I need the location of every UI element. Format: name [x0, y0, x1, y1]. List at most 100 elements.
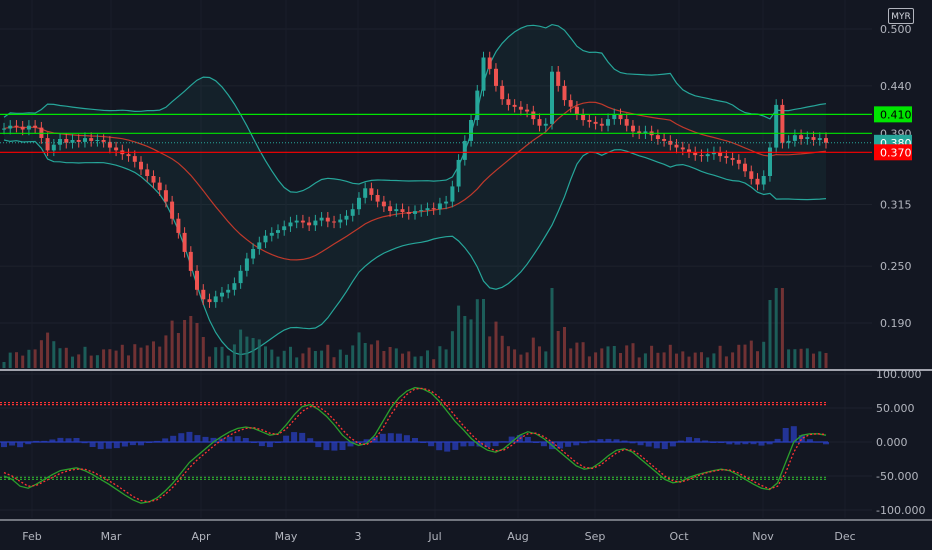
- volume-bar: [201, 337, 205, 368]
- histogram-bar: [629, 442, 636, 444]
- volume-bar: [245, 336, 249, 368]
- histogram-bar: [202, 436, 209, 442]
- histogram-bar: [718, 442, 725, 443]
- volume-bar: [550, 288, 554, 368]
- volume-bar: [58, 348, 62, 368]
- histogram-bar: [565, 442, 572, 447]
- volume-bar: [102, 349, 106, 368]
- volume-bar: [587, 356, 591, 368]
- histogram-bar: [113, 442, 120, 449]
- histogram-bar: [726, 442, 733, 445]
- candle-body: [805, 137, 810, 139]
- candle-body: [699, 155, 704, 157]
- histogram-bar: [234, 436, 241, 442]
- candle-body: [450, 186, 455, 202]
- oscillator-tick-label: -50.000: [876, 470, 918, 483]
- volume-bar: [619, 353, 622, 368]
- candle-body: [768, 147, 772, 176]
- histogram-bar: [653, 442, 660, 449]
- candle-body: [431, 208, 436, 210]
- candle-body: [556, 71, 561, 86]
- candle-body: [2, 128, 6, 130]
- candle-body: [662, 139, 667, 141]
- bollinger-upper-line: [3, 23, 827, 193]
- time-tick-label: 3: [355, 530, 362, 543]
- candle-body: [58, 139, 62, 145]
- volume-bar: [164, 335, 168, 368]
- histogram-bar: [146, 442, 153, 443]
- histogram-bar: [25, 442, 32, 445]
- volume-bar: [606, 346, 610, 368]
- price-tick-label: 0.250: [880, 260, 912, 273]
- candle-body: [226, 289, 231, 293]
- candle-body: [437, 203, 442, 210]
- histogram-bar: [806, 439, 813, 442]
- volume-bar: [388, 347, 392, 368]
- candle-body: [512, 104, 517, 107]
- volume-bar: [139, 347, 143, 368]
- histogram-bar: [49, 439, 56, 442]
- candle-body: [469, 120, 473, 141]
- candle-body: [107, 141, 112, 148]
- volume-bar: [89, 355, 93, 368]
- histogram-bar: [814, 441, 821, 443]
- candle-body: [668, 140, 673, 145]
- candle-body: [238, 270, 243, 284]
- candle-body: [606, 119, 610, 126]
- time-tick-label: Feb: [22, 530, 41, 543]
- volume-bar: [812, 353, 815, 368]
- histogram-bar: [226, 436, 233, 442]
- volume-bar: [145, 345, 149, 368]
- volume-bar: [170, 320, 174, 368]
- volume-bar: [282, 350, 286, 368]
- candle-body: [574, 106, 579, 115]
- volume-bar: [650, 345, 654, 368]
- oscillator-pane[interactable]: [0, 373, 872, 511]
- candle-body: [400, 209, 405, 212]
- candle-body: [145, 169, 150, 176]
- volume-bar: [357, 332, 361, 368]
- volume-bar: [538, 346, 541, 368]
- candle-body: [213, 296, 218, 303]
- volume-bar: [2, 362, 6, 368]
- candle-body: [693, 152, 698, 156]
- oscillator-main-line: [3, 386, 827, 504]
- volume-bar: [345, 354, 348, 368]
- candle-body: [680, 147, 685, 150]
- volume-bar: [625, 345, 629, 368]
- volume-bar: [15, 352, 18, 368]
- volume-bar: [450, 331, 454, 368]
- candle-body: [456, 159, 461, 187]
- histogram-bar: [41, 440, 48, 442]
- candle-body: [83, 138, 87, 142]
- histogram-bar: [492, 442, 499, 447]
- price-axis[interactable]: 0.190 0.250 0.315 0.440 0.500: [880, 23, 912, 330]
- volume-bar: [363, 343, 367, 368]
- volume-bar: [426, 350, 429, 368]
- volume-bar: [77, 354, 81, 368]
- time-axis[interactable]: Feb Mar Apr May 3 Jul Aug Sep Oct Nov Dec: [22, 530, 855, 543]
- candle-body: [631, 125, 635, 132]
- volume-bar: [724, 356, 728, 368]
- candle-body: [419, 210, 424, 212]
- volume-bar: [120, 344, 124, 368]
- histogram-bar: [734, 442, 741, 445]
- candle-body: [207, 299, 212, 303]
- candle-body: [711, 152, 716, 155]
- volume-bar: [64, 347, 68, 368]
- currency-badge[interactable]: MYR: [888, 8, 914, 24]
- volume-bar: [681, 351, 685, 368]
- candle-body: [307, 222, 312, 226]
- price-tick-label: 0.190: [880, 317, 912, 330]
- price-pane[interactable]: [0, 0, 872, 518]
- volume-bar: [46, 332, 50, 368]
- volume-bar: [183, 320, 187, 368]
- oscillator-axis[interactable]: 100.000 50.000 0.000 -50.000 -100.000: [876, 368, 925, 517]
- volume-bar: [208, 356, 211, 368]
- histogram-bar: [508, 436, 515, 442]
- histogram-bar: [299, 432, 306, 442]
- volume-bar: [749, 340, 753, 368]
- volume-bar: [33, 349, 37, 368]
